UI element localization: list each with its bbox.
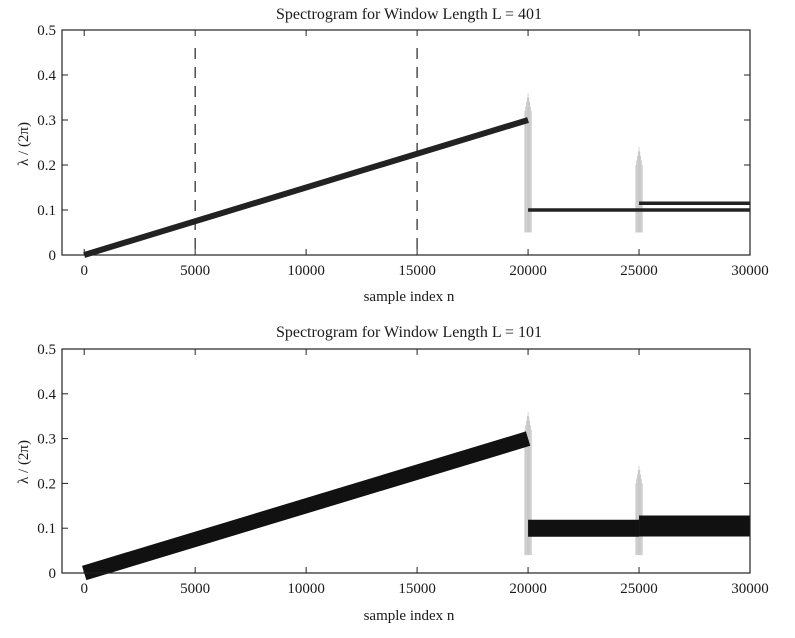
- x-tick-labels: 0 5000 10000 15000 20000 25000 30000: [80, 263, 768, 279]
- tick-marks: [62, 348, 751, 574]
- ridge-traces: [82, 411, 750, 581]
- x-tick-label: 20000: [509, 263, 547, 279]
- ridge-traces: [83, 93, 750, 258]
- x-tick-label: 20000: [509, 581, 547, 597]
- y-tick-label: 0.5: [37, 342, 56, 358]
- y-tick-label: 0.1: [37, 203, 56, 219]
- chart-title: Spectrogram for Window Length L = 401: [276, 6, 542, 23]
- y-tick-label: 0.4: [37, 68, 56, 84]
- x-tick-label: 30000: [731, 581, 769, 597]
- y-axis-label: λ / (2π): [16, 122, 32, 166]
- spectrogram-panel-L101: Spectrogram for Window Length L = 101 sa…: [16, 324, 769, 624]
- y-axis-label: λ / (2π): [16, 440, 32, 484]
- x-tick-label: 0: [80, 263, 88, 279]
- x-tick-label: 5000: [180, 263, 210, 279]
- y-tick-label: 0.1: [37, 521, 56, 537]
- tick-marks: [62, 29, 751, 256]
- plot-frame: [61, 348, 751, 574]
- ridge-trace: [82, 431, 531, 581]
- x-tick-labels: 0 5000 10000 15000 20000 25000 30000: [80, 581, 768, 597]
- x-tick-label: 30000: [731, 263, 769, 279]
- x-tick-label: 0: [80, 581, 88, 597]
- chart-title: Spectrogram for Window Length L = 101: [276, 324, 542, 341]
- y-tick-label: 0.3: [37, 113, 56, 129]
- plot-frame: [61, 29, 751, 256]
- y-tick-label: 0: [49, 248, 57, 264]
- spectrogram-panel-L401: Spectrogram for Window Length L = 401 sa…: [16, 6, 769, 305]
- y-tick-label: 0.3: [37, 432, 56, 448]
- x-axis-label: sample index n: [364, 608, 455, 624]
- y-tick-labels: 0 0.1 0.2 0.3 0.4 0.5: [37, 23, 56, 264]
- x-tick-label: 25000: [620, 581, 658, 597]
- x-tick-label: 15000: [398, 263, 436, 279]
- x-tick-label: 10000: [287, 581, 325, 597]
- y-tick-label: 0.2: [37, 158, 56, 174]
- y-tick-label: 0.5: [37, 23, 56, 39]
- ridge-trace: [83, 117, 529, 258]
- x-axis-label: sample index n: [364, 289, 455, 305]
- y-tick-label: 0.2: [37, 476, 56, 492]
- y-tick-label: 0.4: [37, 387, 56, 403]
- y-tick-label: 0: [49, 566, 57, 582]
- y-tick-labels: 0 0.1 0.2 0.3 0.4 0.5: [37, 342, 56, 582]
- x-tick-label: 15000: [398, 581, 436, 597]
- x-tick-label: 5000: [180, 581, 210, 597]
- x-tick-label: 25000: [620, 263, 658, 279]
- x-tick-label: 10000: [287, 263, 325, 279]
- dashed-markers: [194, 48, 418, 249]
